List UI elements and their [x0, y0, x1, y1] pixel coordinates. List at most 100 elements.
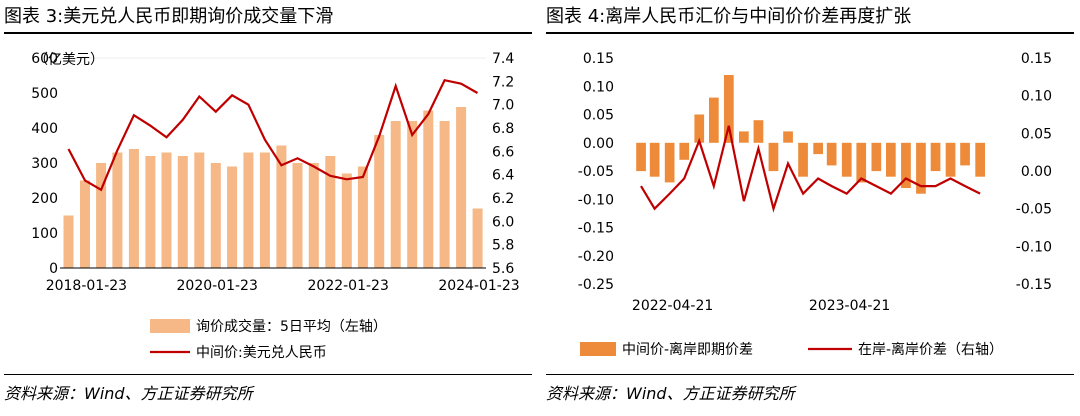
bar-2022-08	[724, 75, 734, 143]
bar-2022-01	[341, 173, 352, 268]
y-tick-left: -0.20	[578, 249, 614, 265]
bar-2021-01	[276, 145, 287, 268]
bar-2018-07	[112, 152, 123, 268]
x-tick: 2020-01-23	[177, 278, 258, 294]
chart-title-right: 图表 4:离岸人民币汇价与中间价价差再度扩张	[546, 6, 912, 27]
bar-2020-04	[227, 166, 238, 268]
bar-2022-02	[636, 142, 646, 172]
bar-2022-06	[694, 114, 705, 143]
legend-label: 询价成交量：5日平均（左轴）	[196, 318, 387, 335]
bar-2023-08	[901, 142, 911, 188]
y-tick-right: 6.4	[492, 168, 514, 184]
y-tick-right: 0.05	[1021, 126, 1052, 142]
bar-2019-10	[194, 152, 205, 268]
chart-title-left: 图表 3:美元兑人民币即期询价成交量下滑	[4, 6, 334, 27]
bar-2018-10	[128, 149, 139, 268]
bar-2022-10	[390, 121, 401, 268]
bar-2023-04	[841, 142, 852, 177]
bar-2022-04	[664, 142, 675, 183]
bar-2022-03	[649, 142, 660, 177]
bar-2023-07	[886, 142, 896, 177]
legend-label: 在岸-离岸价差（右轴）	[858, 341, 1003, 358]
legend-label: 中间价-离岸即期价差	[622, 341, 753, 358]
y-tick-right: 6.6	[492, 144, 514, 160]
bar-2023-04	[423, 110, 434, 268]
y-tick-left: 0.15	[583, 51, 614, 67]
bar-2023-12	[960, 142, 970, 166]
bar-2023-01	[798, 142, 808, 177]
bar-2020-07	[243, 152, 254, 268]
bar-2021-07	[308, 163, 319, 268]
legend-label: 中间价:美元兑人民币	[196, 345, 327, 361]
y-tick-left: -0.05	[578, 164, 614, 180]
bar-2023-06	[871, 142, 882, 172]
y-tick-right: 5.8	[492, 238, 514, 254]
y-tick-left: 300	[31, 156, 58, 172]
line-series-onshore-offshore-spread	[640, 125, 981, 213]
y-tick-left: 0.00	[583, 136, 614, 152]
bar-2022-10	[753, 120, 764, 143]
bar-2024-01	[975, 142, 985, 177]
bar-2022-12	[783, 131, 793, 143]
bar-2020-01	[210, 163, 221, 268]
chart-panel-right: 图表 4:离岸人民币汇价与中间价价差再度扩张 -0.25 -0.20 -0.15 -0…	[546, 0, 1074, 416]
source-note-right: 资料来源：Wind、方正证券研究所	[546, 384, 795, 403]
bar-2023-10	[456, 107, 467, 268]
y-axis-label-left: （亿美元）	[34, 52, 104, 68]
y-tick-right: 5.6	[492, 261, 514, 277]
y-tick-left: -0.15	[578, 221, 614, 237]
bar-2024-01	[472, 208, 483, 268]
chart-panel-left: 图表 3:美元兑人民币即期询价成交量下滑 （亿美元） 0 100 200 300 400…	[4, 0, 532, 416]
bar-2022-07	[374, 135, 385, 268]
y-tick-left: -0.25	[578, 277, 614, 293]
y-tick-right: 6.0	[492, 214, 514, 230]
y-tick-left: 100	[31, 226, 58, 242]
title-rule-left	[4, 32, 532, 34]
bar-2023-02	[813, 142, 823, 155]
x-tick: 2022-01-23	[308, 278, 389, 294]
source-rule-right	[546, 374, 1074, 375]
bar-2023-10	[930, 142, 941, 172]
bar-2023-11	[945, 142, 956, 177]
legend-swatch-bar	[150, 319, 190, 333]
line-series-cny-fixing	[67, 78, 479, 192]
x-tick: 2022-04-21	[632, 298, 713, 314]
y-tick-right: -0.15	[1016, 277, 1052, 293]
y-tick-left: 0	[49, 261, 58, 277]
source-note-left: 资料来源：Wind、方正证券研究所	[4, 384, 253, 403]
y-tick-right: 0.00	[1021, 164, 1052, 180]
y-tick-left: 500	[31, 86, 58, 102]
bar-2023-09	[916, 142, 926, 194]
y-tick-left: 200	[31, 191, 58, 207]
bar-2018-01	[80, 180, 90, 268]
legend-swatch-bar	[580, 342, 616, 356]
bar-2022-09	[739, 131, 749, 143]
y-tick-right: 6.8	[492, 121, 514, 137]
bar-2022-07	[709, 97, 719, 143]
y-tick-left: 0.05	[583, 108, 614, 124]
chart-svg-left: （亿美元） 0 100 200 300 400 500 600 5.6 5.8 6.0 6.2 6.…	[31, 51, 519, 361]
source-rule-left	[4, 374, 532, 375]
bar-2023-07	[439, 121, 450, 268]
y-tick-right: -0.05	[1016, 202, 1052, 218]
bar-2021-10	[325, 156, 336, 268]
bar-2023-01	[407, 121, 418, 268]
y-tick-right: 7.4	[492, 51, 514, 67]
y-tick-left: -0.10	[578, 192, 614, 208]
x-tick: 2024-01-23	[438, 278, 519, 294]
bar-2019-01	[145, 156, 156, 268]
chart-svg-right: -0.25 -0.20 -0.15 -0.10 -0.05 0.00 0.05 0.10 0.1…	[578, 51, 1052, 358]
bar-2022-05	[679, 142, 690, 160]
y-tick-right: 7.2	[492, 74, 514, 90]
bar-2018-04	[96, 163, 107, 268]
y-tick-right: 0.15	[1021, 51, 1052, 67]
y-tick-left: 0.10	[583, 79, 614, 95]
bar-2023-05	[856, 142, 867, 183]
x-tick: 2023-04-21	[809, 298, 890, 314]
x-tick: 2018-01-23	[46, 278, 127, 294]
title-rule-right	[546, 32, 1074, 34]
y-tick-right: 6.2	[492, 191, 514, 207]
y-tick-left: 400	[31, 121, 58, 137]
y-tick-right: 7.0	[492, 98, 514, 114]
y-tick-right: 0.10	[1021, 89, 1052, 105]
